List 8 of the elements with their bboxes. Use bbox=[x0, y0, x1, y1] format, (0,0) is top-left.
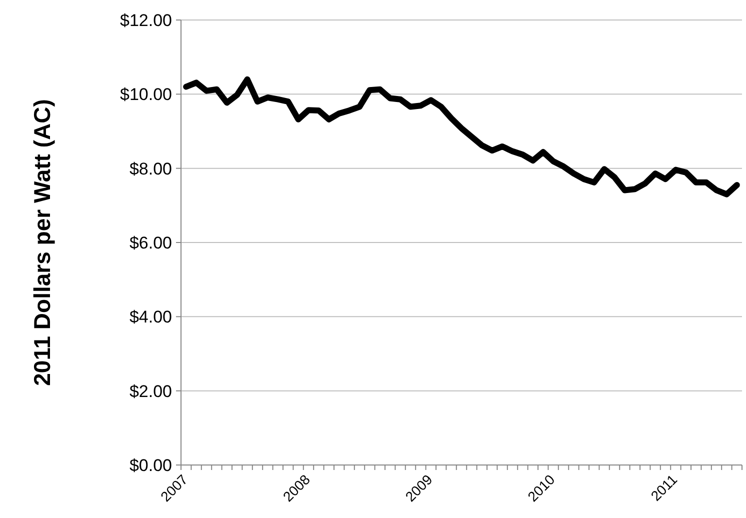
y-axis-title: 2011 Dollars per Watt (AC) bbox=[29, 99, 55, 386]
y-tick-label: $4.00 bbox=[129, 308, 172, 327]
y-tick-label: $10.00 bbox=[120, 85, 172, 104]
y-tick-label: $12.00 bbox=[120, 10, 172, 30]
y-tick-label: $0.00 bbox=[129, 456, 172, 475]
y-tick-label: $2.00 bbox=[129, 382, 172, 401]
y-tick-label: $8.00 bbox=[129, 159, 172, 178]
y-tick-label: $6.00 bbox=[129, 233, 172, 252]
